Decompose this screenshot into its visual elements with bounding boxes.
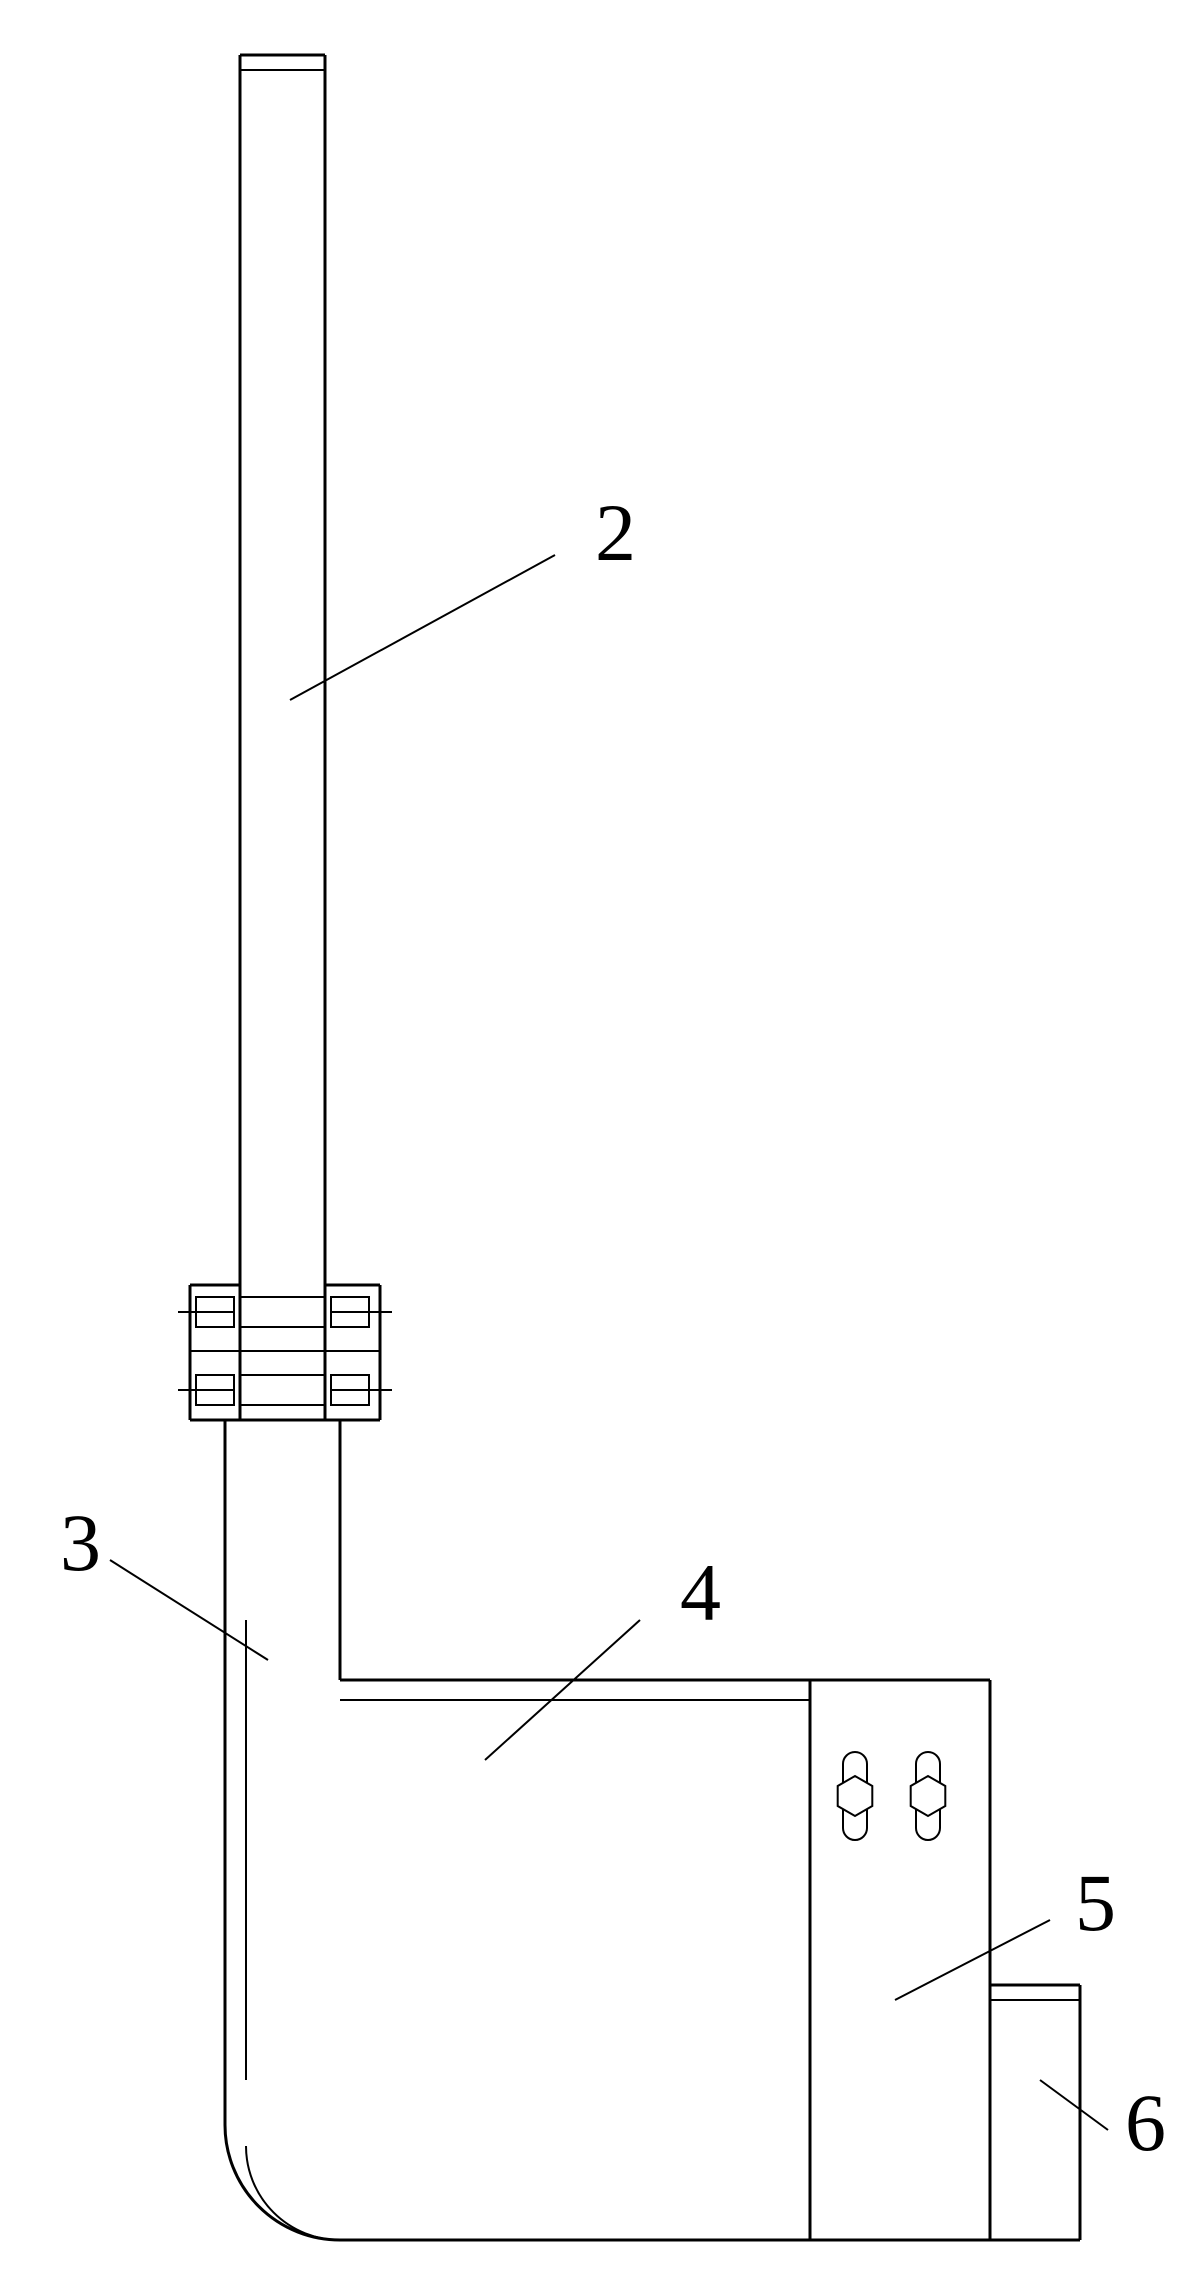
part-label-6: 6 xyxy=(1125,2077,1166,2168)
part-label-5: 5 xyxy=(1075,1857,1116,1948)
part-label-4: 4 xyxy=(680,1547,721,1638)
part-label-3: 3 xyxy=(60,1497,101,1588)
part-label-2: 2 xyxy=(595,487,636,578)
